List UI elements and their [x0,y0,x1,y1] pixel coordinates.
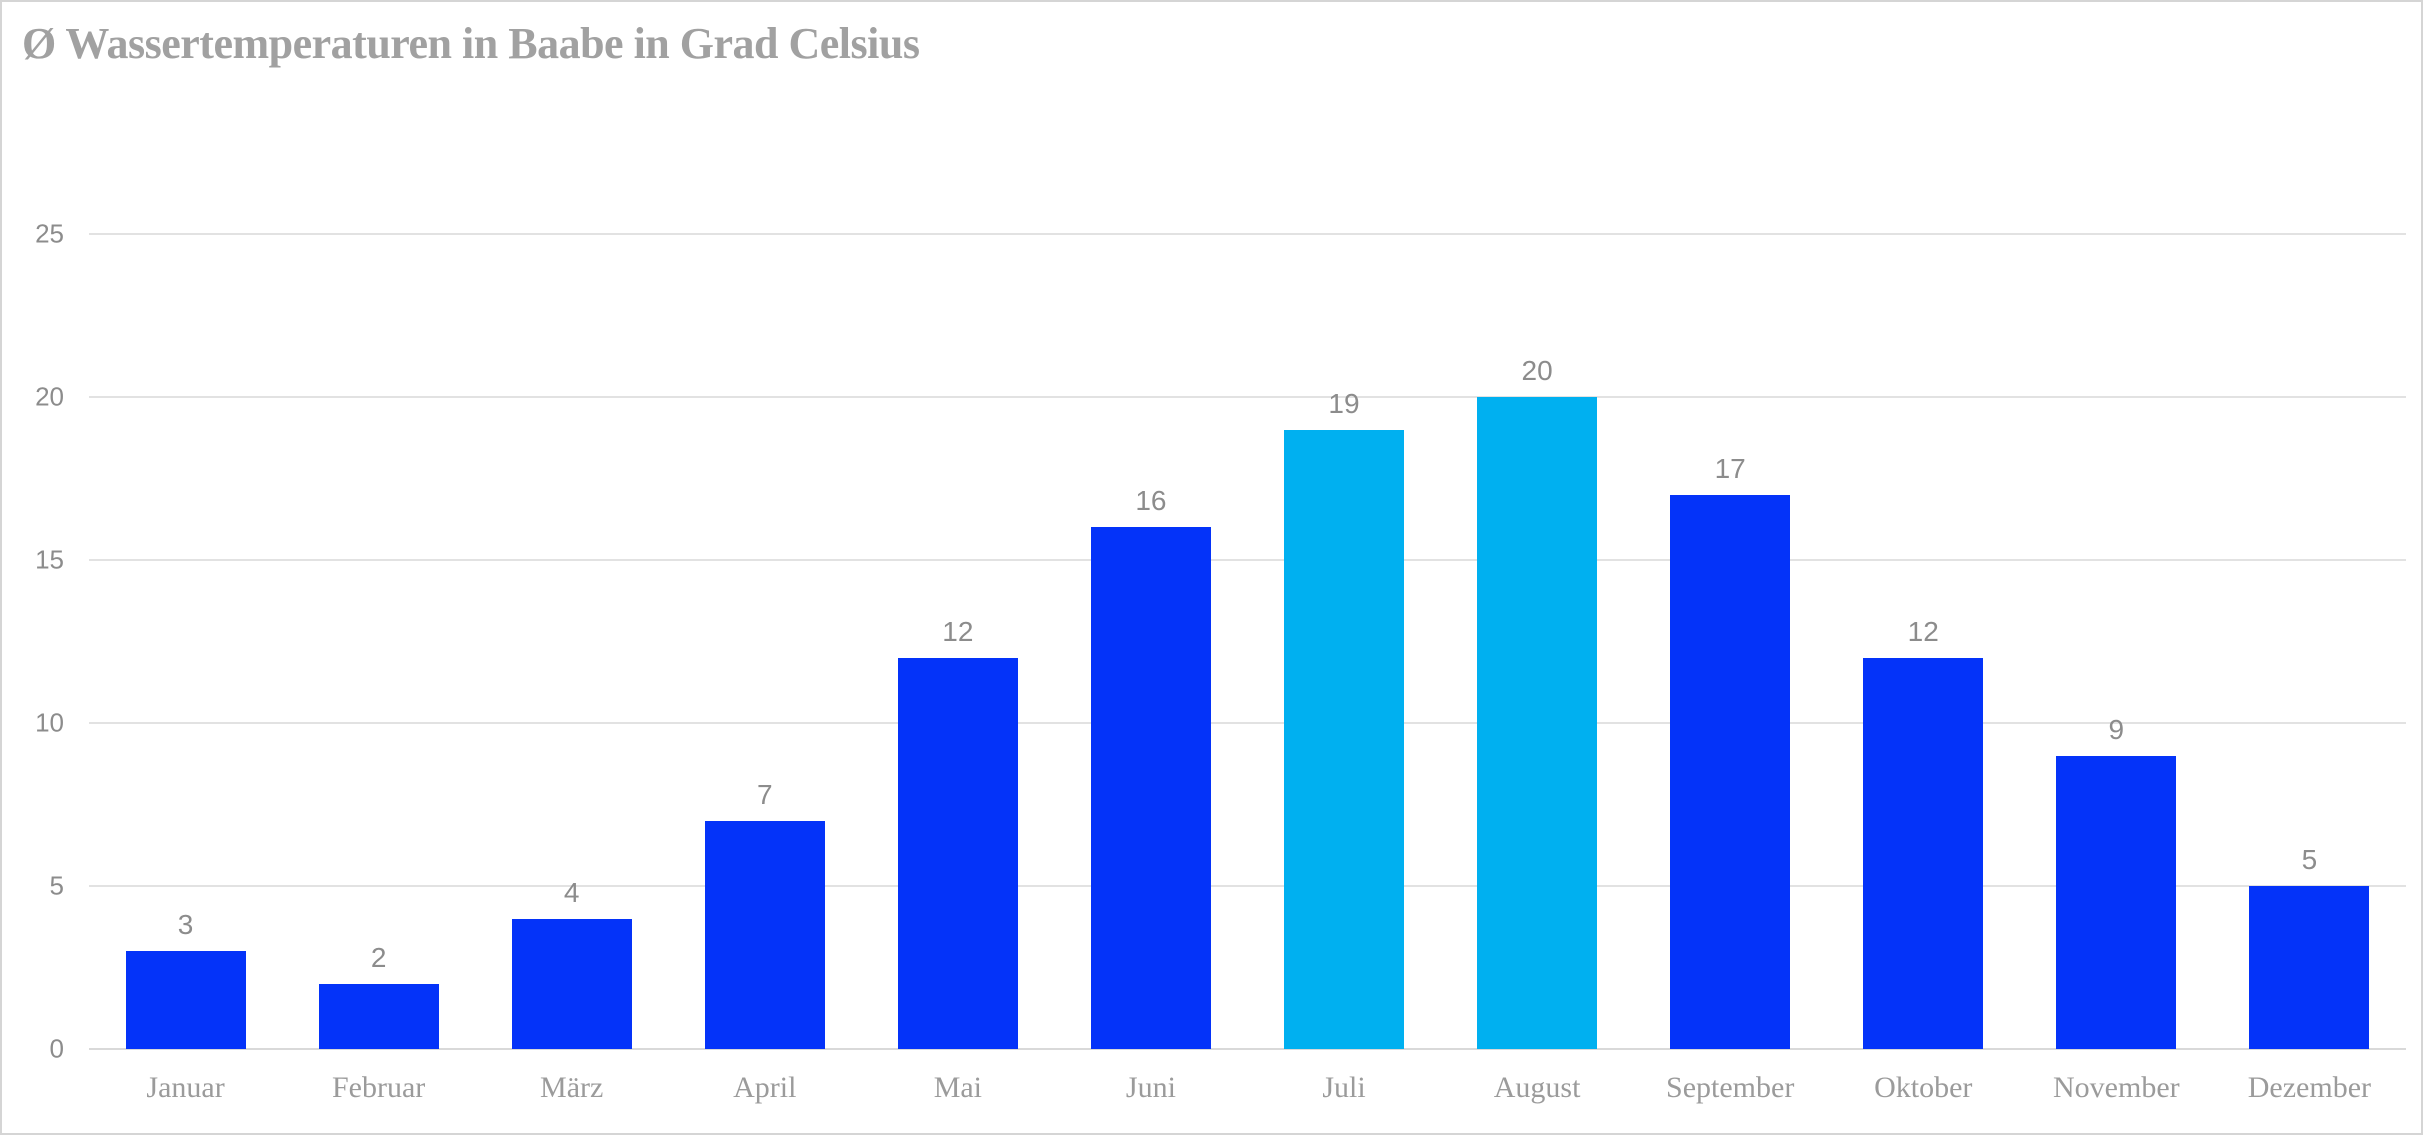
x-axis-label-juni: Juni [1125,1071,1176,1104]
bar-juni [1090,527,1211,1049]
bar-januar [125,951,246,1049]
bar-value-label: 16 [1135,485,1167,517]
gridline [89,396,2406,398]
y-axis-tick-label: 25 [35,218,64,249]
x-axis-label-mai: Mai [933,1071,983,1104]
bar-value-label: 12 [942,615,974,647]
bar-februar [318,983,439,1049]
bar-column-september: 17 September [1634,234,1827,1104]
bar-mai [897,657,1018,1049]
bar-column-mai: 12 Mai [861,234,1054,1104]
bar-column-november: 9 November [2020,234,2213,1104]
x-axis-label-august: August [1493,1071,1581,1104]
bar-value-label: 2 [370,941,387,973]
x-axis-label-januar: Januar [146,1071,225,1104]
x-axis-label-november: November [2053,1071,2180,1104]
bar-value-label: 5 [2301,844,2318,875]
bar-value-label: 20 [1521,355,1553,386]
x-axis-label-dezember: Dezember [2247,1071,2372,1104]
bar-value-label: 12 [1907,615,1939,647]
bar-column-august: 20 August [1441,234,1634,1104]
bar-value-label: 9 [2108,713,2125,745]
bar-value-label: 19 [1328,387,1360,419]
bar-april [704,820,825,1049]
gridline [89,885,2406,887]
x-axis-baseline [89,1048,2406,1050]
bar-märz [511,918,632,1049]
y-axis-tick-label: 5 [49,870,64,901]
gridline [89,559,2406,561]
gridline [89,722,2406,724]
bar-oktober [1863,657,1984,1049]
x-axis-label-september: September [1666,1071,1795,1104]
bar-value-label: 7 [756,778,773,810]
gridline [89,233,2406,235]
x-axis-label-februar: Februar [331,1071,426,1104]
bar-november [2056,755,2177,1049]
y-axis-tick-label: 15 [35,544,64,575]
bars-layer: 3 Januar 2 Februar 4 März 7 April 12 Mai 16 Juni 19 J… [89,234,2406,1104]
bar-value-label: 3 [177,909,194,941]
y-axis-tick-label: 0 [49,1033,64,1064]
x-axis-label-april: April [733,1071,797,1104]
chart-title: Ø Wassertemperaturen in Baabe in Grad Ce… [22,19,920,68]
y-axis-tick-label: 20 [35,381,64,412]
bar-column-juni: 16 Juni [1054,234,1247,1104]
bar-column-januar: 3 Januar [89,234,282,1104]
bar-value-label: 17 [1714,452,1746,484]
x-axis-label-oktober: Oktober [1874,1071,1973,1104]
bar-column-dezember: 5 Dezember [2213,234,2406,1104]
bar-column-februar: 2 Februar [282,234,475,1104]
bar-column-april: 7 April [668,234,861,1104]
plot-area: 0 5 10 15 20 25 3 Januar 2 Februar 4 März 7 April 12 M… [35,219,2406,1104]
bar-column-oktober: 12 Oktober [1827,234,2020,1104]
bar-august [1477,397,1598,1049]
bar-column-märz: 4 März [475,234,668,1104]
bar-column-juli: 19 Juli [1247,234,1440,1104]
x-axis-label-märz: März [540,1071,604,1104]
gridlines-layer: 0 5 10 15 20 25 [35,219,2406,1064]
bar-dezember [2249,886,2370,1049]
y-axis-tick-label: 10 [35,707,64,738]
x-axis-label-juli: Juli [1322,1071,1366,1104]
bar-value-label: 4 [563,876,580,908]
bar-september [1670,494,1791,1049]
bar-juli [1284,429,1404,1049]
